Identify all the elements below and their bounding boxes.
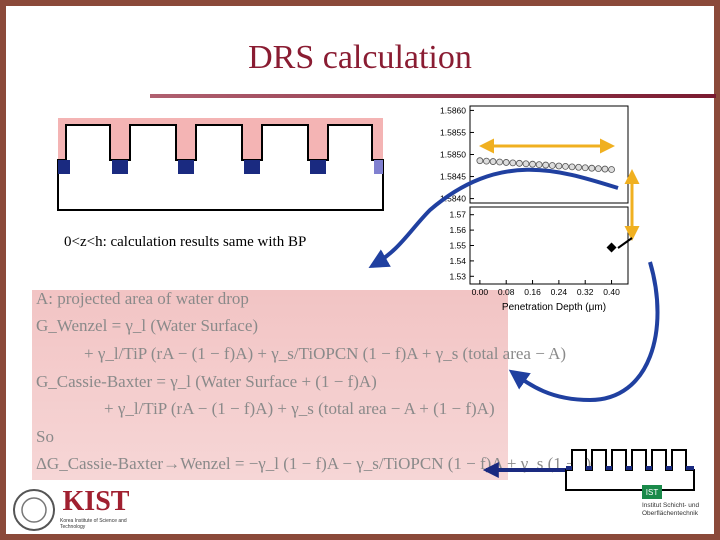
kist-name: Korea Institute of Science and Technolog…: [60, 518, 127, 530]
y-tick-label: 1.5840: [440, 194, 466, 204]
x-tick-label: 0.00: [472, 287, 489, 297]
equation-line: ΔG_Cassie-Baxter→Wenzel = −γ_l (1 − f)A …: [36, 454, 604, 473]
title: DRS calculation: [248, 39, 472, 76]
kist-name-box: Korea Institute of Science and Technolog…: [60, 518, 127, 530]
ist-name: Institut Schicht- und Oberflächentechnik: [642, 502, 700, 517]
data-point: [548, 162, 556, 169]
x-axis-label: Penetration Depth (μm): [502, 302, 606, 313]
data-point: [529, 160, 536, 168]
data-point: [476, 157, 484, 165]
y-tick-label: 1.5855: [440, 127, 466, 137]
curved-arrow: [508, 261, 660, 403]
data-point: [608, 166, 615, 173]
data-point: [601, 165, 609, 173]
data-point: [594, 165, 602, 173]
data-point: [496, 158, 504, 166]
grating-diagram: [57, 118, 384, 211]
x-tick-label: 0.24: [551, 287, 568, 297]
data-point: [575, 163, 583, 171]
data-point: [581, 164, 589, 172]
y-tick-label: 1.57: [449, 210, 466, 220]
data-point: [509, 159, 517, 167]
x-tick-label: 0.40: [603, 287, 620, 297]
data-point: [483, 157, 490, 165]
plot: 1.5860 1.5855 1.5850 1.5845 1.5840 1.57 1.56 1.…: [440, 105, 629, 313]
y-tick-label: 1.55: [449, 241, 466, 251]
data-point: [606, 242, 617, 253]
university-seal: [21, 497, 47, 523]
small-grating: [565, 449, 695, 491]
equation-line: + γ_l/TiP (rA − (1 − f)A) + γ_s (total a…: [104, 399, 495, 418]
x-tick-label: 0.32: [577, 287, 594, 297]
y-tick-label: 1.5845: [440, 172, 466, 182]
data-point: [568, 163, 576, 171]
equation-line: G_Cassie-Baxter = γ_l (Water Surface + (…: [36, 372, 377, 391]
ist-name-box: Institut Schicht- und Oberflächentechnik: [642, 502, 700, 517]
equation-line: G_Wenzel = γ_l (Water Surface): [36, 316, 258, 335]
equation-box: [32, 290, 508, 480]
y-tick-label: 1.54: [449, 256, 466, 266]
y-tick-label: 1.5850: [440, 150, 466, 160]
ist-logo: IST: [646, 488, 659, 497]
title-rule: [150, 94, 716, 98]
kist-logo: KIST: [63, 486, 130, 517]
equation-line: A: projected area of water drop: [36, 289, 249, 308]
equation-line: + γ_l/TiP (rA − (1 − f)A) + γ_s/TiOPCN (…: [84, 344, 566, 363]
y-tick-label: 1.53: [449, 271, 466, 281]
data-point: [555, 162, 563, 170]
data-point: [522, 160, 530, 168]
equations: A: projected area of water drop G_Wenzel …: [36, 289, 604, 473]
plot-frame: [469, 105, 629, 204]
note: 0<z<h: calculation results same with BP: [64, 234, 306, 250]
pointer: [617, 237, 633, 249]
data-point: [562, 163, 569, 170]
equation-line: So: [36, 427, 54, 446]
y-tick-label: 1.56: [449, 225, 466, 235]
x-tick-label: 0.16: [524, 287, 541, 297]
ist-logo-box: [642, 485, 662, 499]
data-point: [588, 164, 596, 172]
data-point: [535, 161, 543, 169]
data-point: [502, 159, 510, 166]
university-seal: [13, 489, 55, 531]
data-point: [542, 161, 550, 169]
plot-frame: [469, 206, 629, 285]
y-tick-label: 1.5860: [440, 105, 466, 115]
data-point: [515, 159, 523, 167]
x-tick-label: 0.08: [498, 287, 515, 297]
curved-arrow: [368, 167, 619, 268]
data-point: [489, 158, 497, 165]
